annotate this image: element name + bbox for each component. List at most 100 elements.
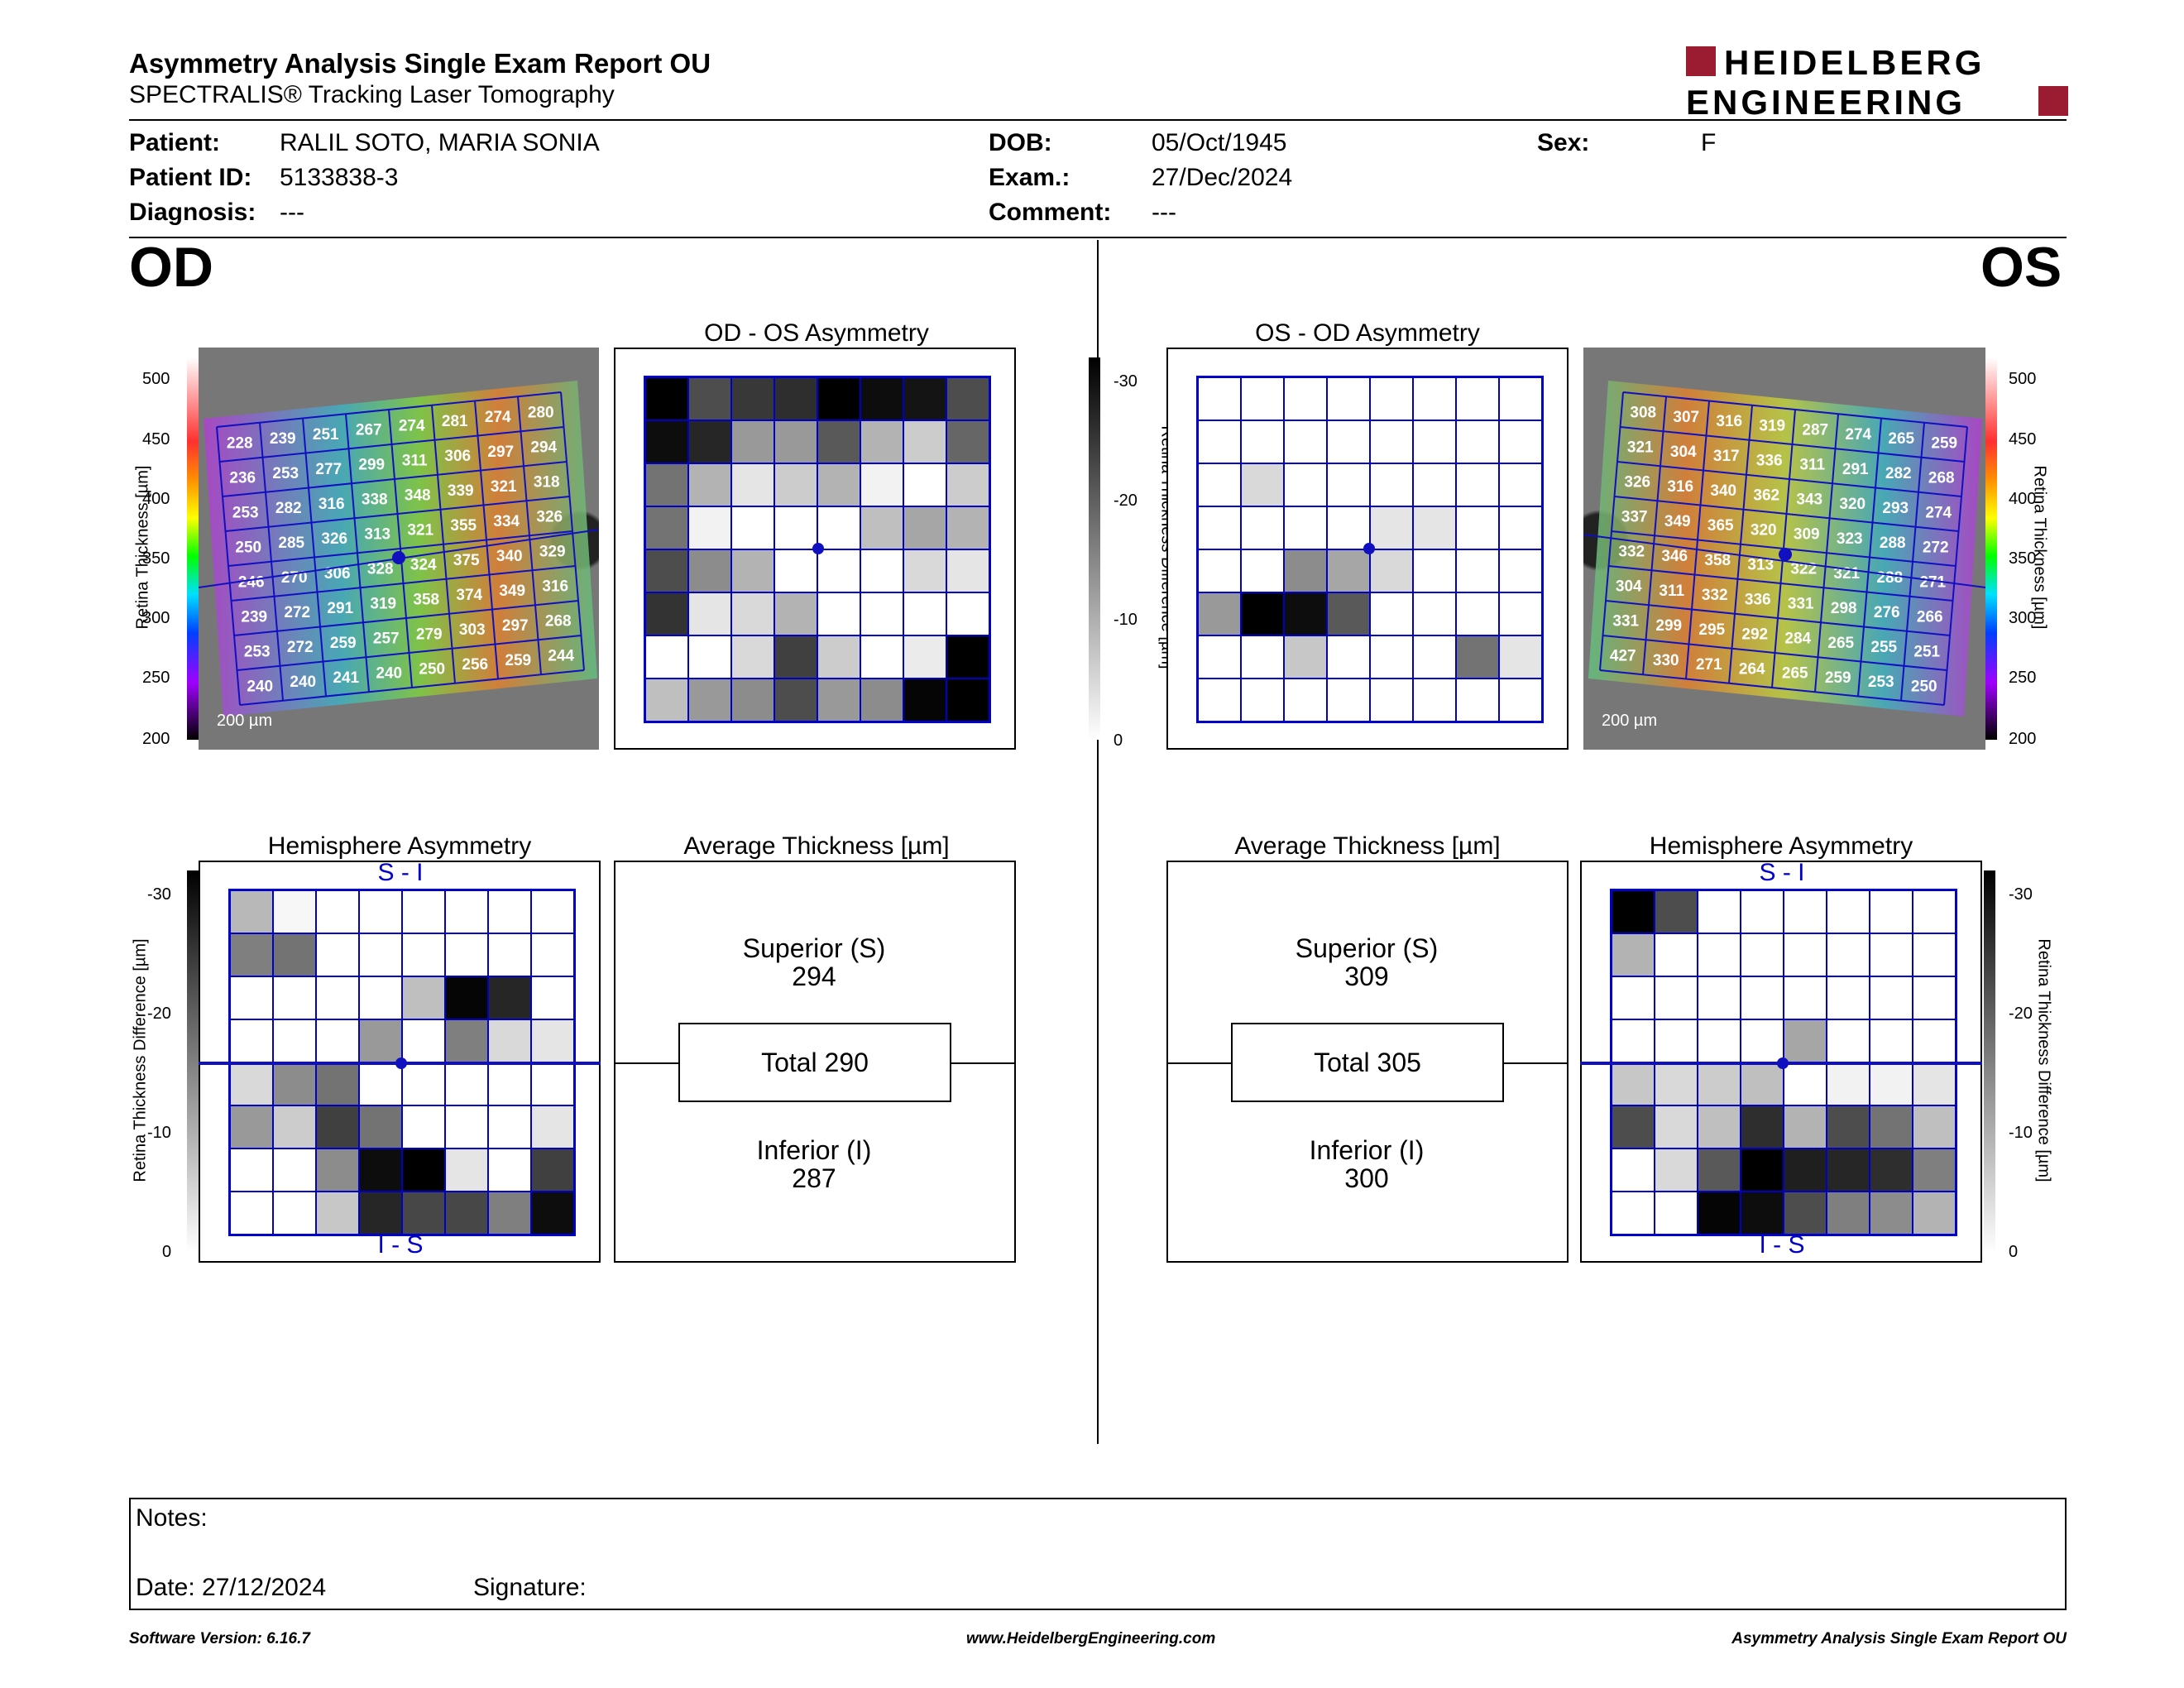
od-hemi-cell	[445, 976, 488, 1019]
od-asym-cell	[731, 635, 774, 679]
os-asym-cell	[1456, 506, 1499, 549]
os-hemi-cell	[1913, 1019, 1956, 1062]
od-hemi-cell	[402, 933, 445, 976]
od-hemi-cell	[445, 1062, 488, 1105]
od-asym-cell	[645, 635, 688, 679]
od-hemi-cell	[359, 1192, 402, 1235]
diff-tick: -20	[1114, 492, 1138, 510]
os-grid-line	[1943, 426, 1968, 706]
os-asym-cell	[1241, 420, 1284, 463]
center-divider	[1097, 240, 1099, 1444]
od-asym-cell	[817, 506, 860, 549]
od-hemi-cell	[445, 890, 488, 933]
os-thickness-value: 346	[1661, 548, 1688, 565]
os-inferior-value: 300	[1344, 1163, 1389, 1193]
os-asym-cell	[1284, 506, 1327, 549]
od-asym-cell	[946, 549, 989, 592]
os-thickness-overlay: 308 307 316 319 287 274 265 259 321 304 317 336 311 2…	[1583, 381, 1985, 717]
od-hemi-cell	[488, 1149, 531, 1192]
od-thickness-overlay: 228 239 251 267 274 281 274 280 236 253 277 299 311 3…	[199, 381, 599, 717]
os-thickness-value: 326	[1624, 474, 1650, 492]
os-hemi-cell	[1827, 1062, 1870, 1105]
os-asym-cell	[1284, 377, 1327, 420]
od-hemi-cell	[445, 933, 488, 976]
od-hemi-cell	[316, 1105, 359, 1149]
od-asym-cell	[731, 420, 774, 463]
os-asym-cell	[1499, 420, 1542, 463]
os-fovea-marker	[1363, 543, 1375, 554]
od-thickness-value: 311	[402, 452, 428, 469]
os-inferior-label: Inferior (I)	[1309, 1135, 1425, 1165]
od-asym-cell	[688, 463, 731, 506]
os-asym-cell	[1198, 592, 1241, 635]
od-asym-cell	[860, 420, 903, 463]
od-hemi-cell	[402, 890, 445, 933]
od-asym-cell	[946, 463, 989, 506]
od-thick-tick: 250	[142, 669, 170, 687]
os-thickness-value: 304	[1616, 578, 1642, 596]
os-hemi-cell	[1655, 1062, 1698, 1105]
od-grid-line	[474, 400, 499, 679]
os-thickness-value: 291	[1842, 461, 1869, 478]
os-thickness-value: 316	[1716, 413, 1742, 430]
od-asym-cell	[688, 592, 731, 635]
od-thickness-colorbar	[187, 357, 199, 740]
notes-box[interactable]: Notes: Date: 27/12/2024 Signature:	[129, 1498, 2067, 1610]
od-thickness-value: 279	[416, 626, 443, 643]
od-hemi-cell	[230, 890, 273, 933]
os-thickness-value: 295	[1698, 621, 1725, 639]
od-asym-cell	[688, 377, 731, 420]
od-hemi-cell	[488, 1019, 531, 1062]
os-thickness-value: 331	[1612, 613, 1639, 631]
od-thickness-value: 240	[290, 674, 316, 691]
od-grid-line	[239, 669, 585, 706]
od-thickness-value: 268	[545, 613, 572, 631]
os-asym-cell	[1499, 592, 1542, 635]
od-thickness-value: 246	[238, 573, 265, 591]
os-thick-tick: 300	[2009, 609, 2037, 627]
os-thick-tick: 200	[2009, 730, 2037, 748]
os-asym-cell	[1370, 377, 1413, 420]
od-thickness-value: 281	[442, 413, 468, 430]
od-thickness-value: 329	[539, 544, 566, 561]
os-superior-value: 309	[1344, 961, 1389, 991]
od-asym-cell	[731, 463, 774, 506]
os-thickness-value: 265	[1782, 665, 1808, 683]
logo-line2: ENGINEERING	[1686, 83, 1966, 119]
diagnosis-value: ---	[280, 199, 304, 226]
os-thickness-value: 308	[1630, 405, 1656, 422]
footer-website[interactable]: www.HeidelbergEngineering.com	[966, 1630, 1216, 1647]
exam-label: Exam.:	[989, 164, 1070, 191]
od-asym-cell	[903, 592, 946, 635]
od-asym-cell	[903, 506, 946, 549]
os-asym-cell	[1241, 679, 1284, 722]
od-thickness-value: 338	[362, 492, 388, 509]
header-divider	[129, 119, 2067, 121]
od-asym-cell	[731, 679, 774, 722]
os-asym-cell	[1284, 635, 1327, 679]
od-asym-cell	[817, 592, 860, 635]
os-hemi-cell	[1913, 1149, 1956, 1192]
os-hemi-tick: -20	[2009, 1005, 2033, 1023]
od-thickness-value: 358	[413, 591, 439, 608]
od-thickness-value: 250	[235, 539, 261, 556]
od-asym-cell	[774, 506, 817, 549]
os-thickness-value: 365	[1707, 517, 1734, 535]
os-thickness-value: 320	[1751, 521, 1777, 539]
os-hemi-cell	[1655, 890, 1698, 933]
os-asym-cell	[1456, 420, 1499, 463]
od-thickness-value: 250	[419, 660, 445, 678]
od-fundus-scan: 228 239 251 267 274 281 274 280 236 253 277 299 311 3…	[199, 348, 599, 750]
od-asym-cell	[903, 463, 946, 506]
os-thickness-value: 271	[1919, 573, 1946, 591]
od-hemi-cell	[531, 1105, 574, 1149]
os-hemi-cell	[1655, 1105, 1698, 1149]
os-hemi-cell	[1913, 890, 1956, 933]
os-asym-cell	[1413, 420, 1456, 463]
os-asym-cell	[1284, 549, 1327, 592]
os-thickness-value: 259	[1931, 434, 1957, 452]
os-hemi-cell	[1827, 1192, 1870, 1235]
od-hemi-cell	[359, 933, 402, 976]
od-asym-cell	[860, 679, 903, 722]
od-hemi-cell	[402, 976, 445, 1019]
